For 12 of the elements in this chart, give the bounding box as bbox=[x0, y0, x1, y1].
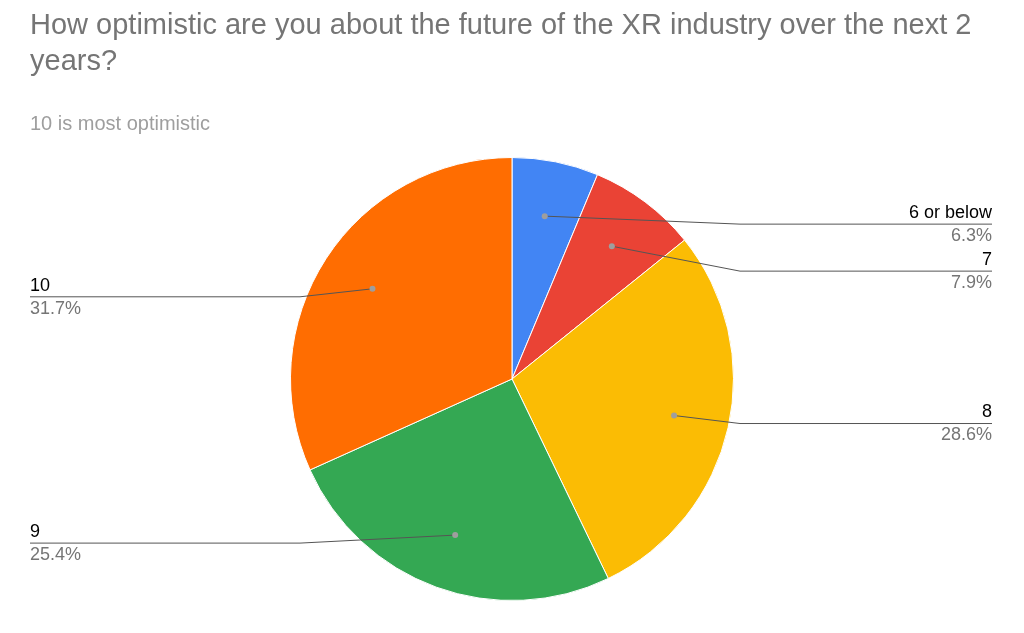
slice-label: 9 bbox=[30, 521, 41, 542]
data-label: 28.6% bbox=[940, 424, 992, 445]
data-label: 31.7% bbox=[30, 297, 82, 318]
slice-label: 6 or below bbox=[908, 202, 993, 223]
slice-label: 8 bbox=[981, 401, 992, 422]
data-label: 25.4% bbox=[30, 544, 82, 565]
slice-label: 10 bbox=[30, 274, 51, 295]
chart-subtitle: 10 is most optimistic bbox=[30, 112, 211, 135]
data-label: 7.9% bbox=[950, 272, 992, 293]
data-label: 6.3% bbox=[950, 225, 992, 246]
chart-title: How optimistic are you about the future of the XR industry over the next 2 years? bbox=[30, 7, 973, 78]
slice-label: 7 bbox=[981, 249, 992, 270]
